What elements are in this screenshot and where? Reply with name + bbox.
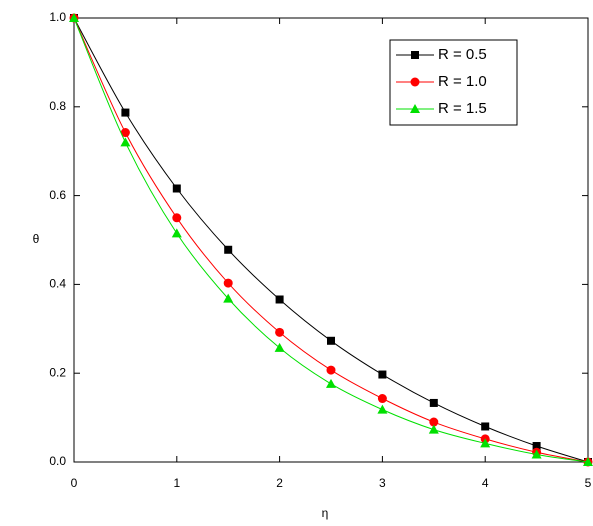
- marker: [120, 137, 131, 147]
- x-tick-label: 0: [71, 476, 78, 490]
- marker: [171, 228, 182, 238]
- y-tick-label: 0.6: [49, 188, 66, 202]
- marker: [275, 327, 285, 337]
- y-tick-label: 0.0: [49, 454, 66, 468]
- legend-label: R = 0.5: [438, 46, 487, 63]
- y-axis-label: θ: [33, 232, 40, 246]
- marker: [224, 245, 233, 254]
- series-line: [73, 17, 589, 463]
- marker: [429, 417, 439, 427]
- x-axis-label: η: [322, 506, 329, 520]
- x-tick-label: 4: [482, 476, 489, 490]
- marker: [428, 424, 439, 434]
- marker: [172, 213, 182, 223]
- y-tick-label: 0.2: [49, 365, 66, 379]
- legend-label: R = 1.0: [438, 73, 487, 90]
- marker: [274, 342, 285, 352]
- legend: R = 0.5 R = 1.0 R = 1.5: [389, 39, 518, 126]
- marker: [275, 295, 284, 304]
- marker: [411, 51, 419, 59]
- series-line: [73, 17, 589, 463]
- y-tick-label: 0.4: [49, 277, 66, 291]
- legend-label: R = 1.5: [438, 100, 487, 117]
- marker: [410, 104, 420, 113]
- marker: [410, 77, 420, 87]
- marker: [377, 394, 387, 404]
- marker: [326, 378, 336, 388]
- series-line: [73, 17, 589, 463]
- marker: [532, 442, 541, 451]
- marker: [326, 365, 336, 375]
- marker: [429, 398, 438, 407]
- y-tick-label: 0.8: [49, 99, 66, 113]
- marker: [481, 422, 490, 431]
- y-tick-label: 1.0: [49, 10, 66, 24]
- x-tick-label: 3: [379, 476, 386, 490]
- marker: [172, 184, 181, 193]
- plot-frame: [73, 17, 589, 463]
- marker: [223, 293, 234, 303]
- x-tick-label: 2: [276, 476, 283, 490]
- marker: [327, 336, 335, 345]
- marker: [378, 370, 387, 379]
- x-tick-label: 5: [585, 476, 592, 490]
- marker: [531, 449, 542, 459]
- marker: [377, 404, 388, 414]
- marker: [223, 278, 233, 288]
- marker: [583, 457, 593, 466]
- marker: [121, 108, 130, 117]
- marker: [69, 13, 79, 22]
- marker: [480, 438, 491, 448]
- marker: [120, 128, 130, 138]
- x-tick-label: 1: [173, 476, 180, 490]
